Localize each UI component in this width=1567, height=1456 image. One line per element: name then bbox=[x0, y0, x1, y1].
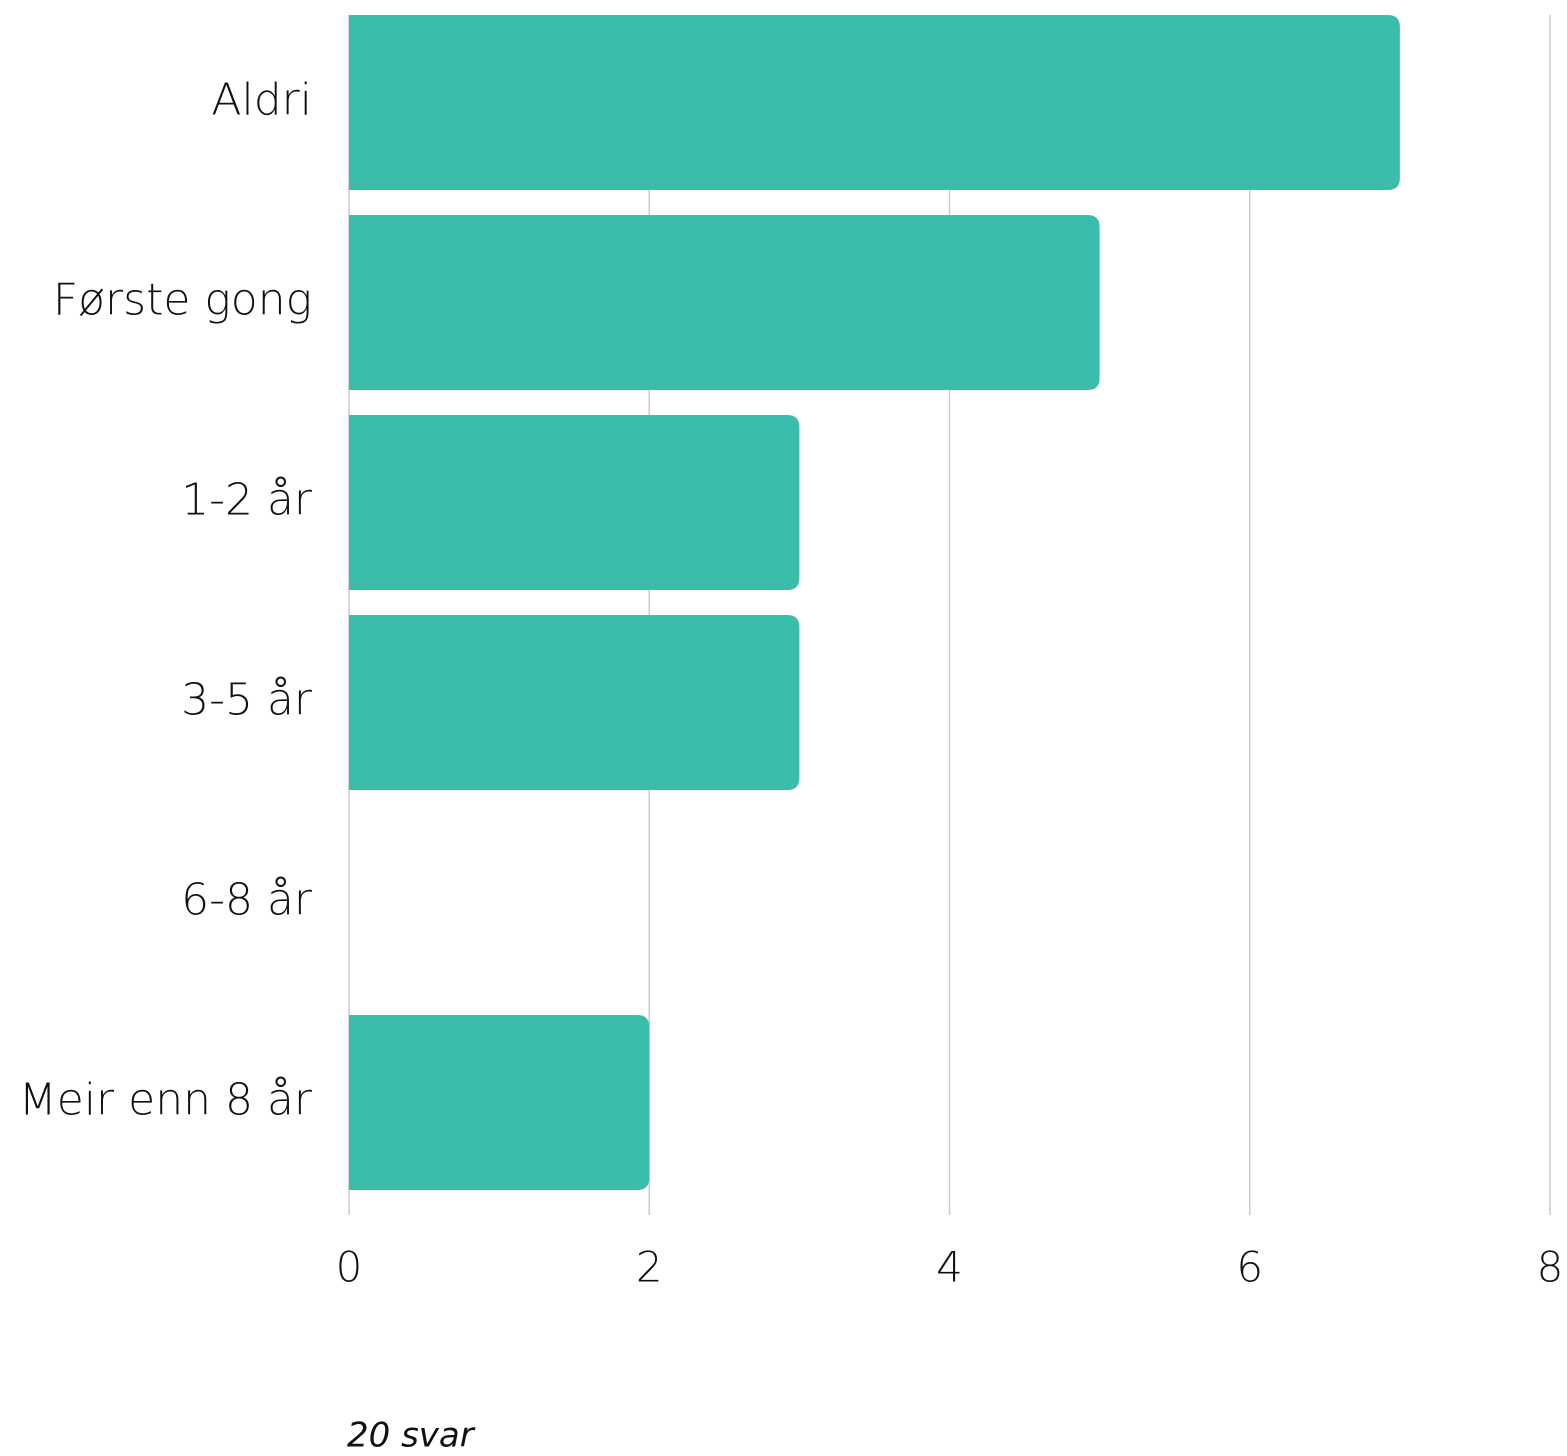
bar bbox=[349, 415, 800, 590]
x-tick-label: 8 bbox=[1537, 1243, 1564, 1292]
y-tick-label: Første gong bbox=[53, 275, 312, 326]
y-tick-label: 1-2 år bbox=[181, 475, 313, 526]
y-tick-label: 6-8 år bbox=[181, 875, 313, 926]
bar bbox=[349, 15, 1400, 190]
bar bbox=[349, 215, 1100, 390]
x-tick-label: 0 bbox=[336, 1243, 363, 1292]
x-tick-label: 6 bbox=[1236, 1243, 1263, 1292]
bar bbox=[349, 1015, 650, 1190]
y-tick-label: 3-5 år bbox=[181, 675, 313, 726]
x-tick-label: 4 bbox=[936, 1243, 963, 1292]
y-tick-label: Meir enn 8 år bbox=[19, 1075, 313, 1126]
x-tick-label: 2 bbox=[636, 1243, 663, 1292]
response-count: 20 svar bbox=[347, 1416, 476, 1456]
y-tick-label: Aldri bbox=[211, 75, 312, 126]
bar bbox=[349, 615, 800, 790]
